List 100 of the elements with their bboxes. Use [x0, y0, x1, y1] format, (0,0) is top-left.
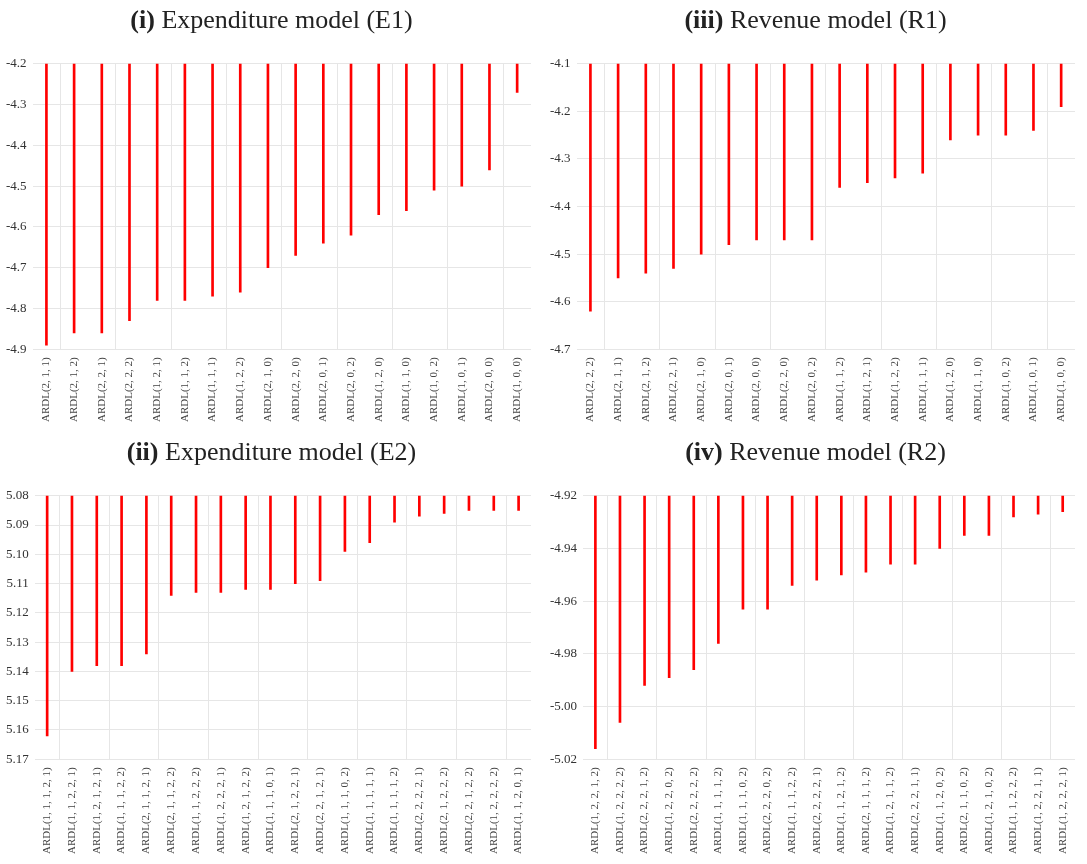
x-tick-label: ARDL(2, 2, 2): [122, 356, 136, 423]
x-tick-label: ARDL(1, 2, 2, 2, 1): [1055, 766, 1069, 855]
x-tick-label: ARDL(2, 1, 0): [694, 356, 708, 423]
y-tick-label: 5.17: [6, 750, 30, 766]
y-tick-label: -4.4: [5, 136, 28, 152]
x-tick-label: ARDL(2, 0, 0): [482, 356, 496, 423]
y-tick-label: -4.8: [5, 299, 27, 315]
x-tick-label: ARDL(1, 1, 1, 0, 2): [735, 766, 749, 855]
y-tick-label: 5.12: [6, 604, 29, 620]
y-tick-label: 5.10: [6, 545, 29, 561]
x-tick-label: ARDL(1, 1, 1, 1, 1): [362, 766, 376, 855]
x-tick-label: ARDL(1, 1, 1, 2, 2): [114, 766, 128, 855]
x-tick-label: ARDL(1, 0, 1): [454, 356, 468, 423]
x-tick-label: ARDL(2, 0, 1): [721, 356, 735, 423]
x-tick-label: ARDL(2, 1, 2): [638, 356, 652, 423]
chart-title: (iii) Revenue model (R1): [684, 5, 947, 34]
y-tick-label: -4.5: [5, 177, 27, 193]
y-tick-label: -4.6: [549, 293, 572, 309]
x-tick-label: ARDL(1, 1, 2, 2, 2): [188, 766, 202, 855]
y-tick-label: -4.3: [5, 96, 27, 111]
x-tick-label: ARDL(1, 2, 2, 1, 1): [1031, 766, 1044, 855]
x-tick-label: ARDL(1, 2, 0): [371, 356, 385, 423]
y-tick-label: 5.09: [6, 516, 29, 532]
x-tick-label: ARDL(1, 1, 2, 1, 2): [834, 766, 848, 855]
x-tick-label: ARDL(1, 0, 0): [510, 356, 524, 423]
x-tick-label: ARDL(2, 2, 1): [666, 356, 680, 423]
x-tick-label: ARDL(1, 1, 0): [970, 356, 984, 423]
y-tick-label: -4.94: [549, 539, 578, 555]
x-tick-label: ARDL(1, 1, 1, 0, 2): [337, 766, 351, 855]
x-tick-label: ARDL(1, 1, 2, 2, 1): [64, 766, 78, 855]
y-tick-label: -4.7: [549, 340, 572, 356]
x-tick-label: ARDL(1, 1, 2): [177, 356, 191, 423]
x-tick-label: ARDL(1, 1, 1): [915, 356, 929, 423]
x-tick-label: ARDL(1, 1, 1, 2, 2): [785, 766, 799, 855]
x-tick-label: ARDL(1, 0, 2): [426, 356, 440, 423]
x-tick-label: ARDL(1, 1, 1, 2, 1): [40, 766, 54, 855]
y-tick-label: 5.11: [6, 575, 29, 591]
y-tick-label: -4.6: [5, 218, 28, 234]
chart-title: (i) Expenditure model (E1): [130, 5, 413, 34]
x-tick-label: ARDL(2, 0, 1): [316, 356, 330, 423]
x-tick-label: ARDL(2, 1, 1): [611, 356, 624, 423]
y-tick-label: 5.13: [6, 633, 29, 649]
x-tick-label: ARDL(1, 2, 1, 2, 2): [238, 766, 252, 855]
x-tick-label: ARDL(1, 2, 2, 2, 1): [213, 766, 227, 855]
x-tick-label: ARDL(2, 1, 1, 1, 2): [858, 766, 872, 855]
x-tick-label: ARDL(2, 2, 1, 2, 1): [312, 766, 326, 855]
y-tick-label: -4.5: [549, 245, 571, 261]
x-tick-label: ARDL(2, 2, 2, 1, 1): [908, 766, 922, 855]
x-tick-label: ARDL(1, 2, 1): [860, 356, 874, 423]
x-tick-label: ARDL(1, 1, 2): [832, 356, 846, 423]
x-tick-label: ARDL(2, 1, 1, 2, 1): [139, 766, 153, 855]
x-tick-label: ARDL(1, 1, 1): [205, 356, 219, 423]
x-tick-label: ARDL(2, 2, 0): [288, 356, 302, 423]
y-tick-label: 5.14: [6, 662, 30, 678]
x-tick-label: ARDL(2, 2, 0): [777, 356, 791, 423]
x-tick-label: ARDL(2, 2, 1): [94, 356, 108, 423]
y-tick-label: -4.7: [5, 259, 28, 275]
x-tick-label: ARDL(1, 2, 1, 0, 2): [981, 766, 995, 855]
y-tick-label: -4.9: [5, 340, 27, 356]
x-tick-label: ARDL(1, 0, 1): [1026, 356, 1040, 423]
x-tick-label: ARDL(2, 2, 2, 2, 1): [412, 766, 426, 855]
y-tick-label: 5.08: [6, 487, 29, 503]
x-tick-label: ARDL(2, 2, 2, 2, 1): [809, 766, 823, 855]
y-tick-label: -5.02: [549, 750, 578, 766]
x-tick-label: ARDL(1, 1, 2, 2, 2): [1006, 766, 1020, 855]
x-tick-label: ARDL(1, 2, 1, 1, 2): [883, 766, 897, 855]
x-tick-label: ARDL(2, 1, 2, 2, 2): [437, 766, 451, 855]
x-tick-label: ARDL(1, 2, 2, 2, 2): [612, 766, 626, 855]
x-tick-label: ARDL(1, 1, 1, 1, 2): [387, 766, 401, 855]
x-tick-label: ARDL(2, 1, 1, 2, 2): [164, 766, 178, 855]
x-tick-label: ARDL(2, 2, 2, 2, 2): [686, 766, 700, 855]
x-tick-label: ARDL(1, 1, 1, 0, 1): [263, 766, 277, 855]
x-tick-label: ARDL(2, 2, 2, 1, 2): [637, 766, 651, 855]
y-tick-label: -4.96: [549, 592, 578, 608]
y-tick-label: -4.92: [549, 487, 578, 503]
x-tick-label: ARDL(2, 1, 2): [67, 356, 80, 423]
y-tick-label: -5.00: [549, 697, 578, 713]
y-tick-label: -4.2: [549, 102, 571, 118]
x-tick-label: ARDL(2, 1, 1): [39, 356, 53, 423]
y-tick-label: 5.16: [6, 721, 30, 737]
x-tick-label: ARDL(2, 2, 2): [583, 356, 597, 423]
x-tick-label: ARDL(2, 2, 1, 2, 2): [461, 766, 475, 855]
y-tick-label: -4.3: [549, 150, 571, 166]
x-tick-label: ARDL(1, 1, 2, 0, 2): [932, 766, 946, 855]
x-tick-label: ARDL(1, 2, 2, 1, 2): [588, 766, 602, 855]
x-tick-label: ARDL(2, 0, 2): [804, 356, 818, 423]
x-tick-label: ARDL(2, 1, 2, 2, 1): [288, 766, 302, 855]
x-tick-label: ARDL(1, 2, 1, 2, 1): [89, 766, 103, 855]
x-tick-label: ARDL(2, 1, 0): [260, 356, 274, 423]
x-tick-label: ARDL(1, 1, 1, 1, 2): [711, 766, 725, 855]
x-tick-label: ARDL(1, 1, 0): [399, 356, 413, 423]
y-tick-label: -4.2: [5, 55, 27, 71]
x-tick-label: ARDL(1, 2, 0): [943, 356, 957, 423]
x-tick-label: ARDL(1, 2, 2, 0, 2): [662, 766, 676, 855]
x-tick-label: ARDL(1, 2, 2): [887, 356, 901, 423]
chart-title: (iv) Revenue model (R2): [685, 437, 946, 466]
x-tick-label: ARDL(2, 1, 1, 0, 2): [957, 766, 971, 855]
x-tick-label: ARDL(2, 2, 2, 0, 2): [760, 766, 774, 855]
x-tick-label: ARDL(1, 0, 0): [1054, 356, 1068, 423]
x-tick-label: ARDL(1, 2, 1): [150, 356, 164, 423]
